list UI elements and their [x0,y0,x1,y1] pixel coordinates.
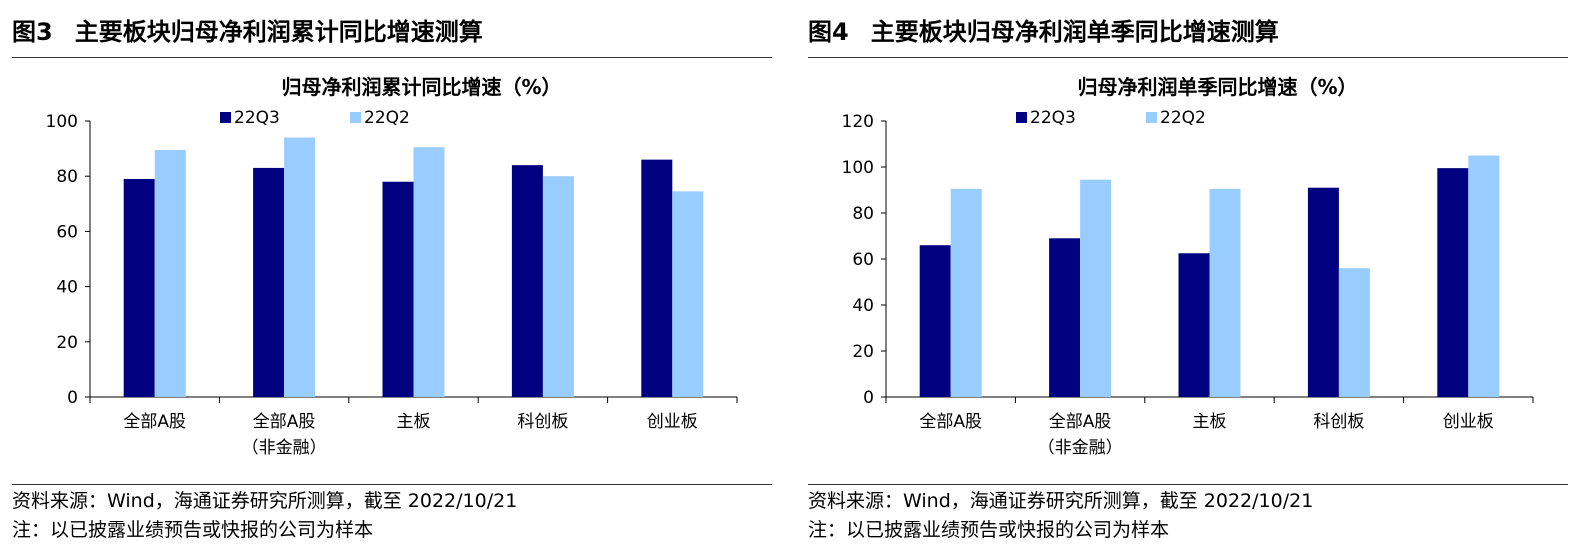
bar-22Q2-0 [154,149,186,397]
x-category-label: 科创板 [1313,412,1364,432]
x-category-label: 创业板 [647,412,698,432]
x-category-label: 全部A股 [253,412,316,432]
figure-title-text: 主要板块归母净利润累计同比增速测算 [74,18,483,46]
bar-22Q2-2 [1209,188,1241,397]
y-tick-label: 60 [56,222,78,242]
x-category-label: 主板 [1193,412,1227,432]
note-text: 注：以已披露业绩预告或快报的公司为样本 [808,519,1170,541]
legend-swatch-22Q3 [1016,112,1027,123]
bar-22Q3-1 [253,167,285,397]
y-tick-label: 80 [852,204,874,224]
legend-label-22Q2: 22Q2 [1160,108,1206,128]
x-category-label: （非金融） [1038,438,1123,458]
x-category-label: 科创板 [517,412,568,432]
top-rule [12,57,772,58]
x-category-label: 全部A股 [123,412,186,432]
legend-swatch-22Q2 [1146,112,1157,123]
y-tick-label: 120 [842,112,874,132]
figure-3-panel: 图3 主要板块归母净利润累计同比增速测算 归母净利润累计同比增速（%） 22Q3 22… [12,0,772,551]
x-category-label: 全部A股 [919,412,982,432]
bar-22Q2-3 [1338,268,1370,397]
bar-22Q2-0 [950,188,982,397]
legend-label-22Q3: 22Q3 [1030,108,1076,128]
bar-22Q2-4 [672,191,704,397]
y-tick-label: 0 [67,388,78,408]
y-tick-label: 20 [852,342,874,362]
legend-label-22Q3: 22Q3 [234,108,280,128]
bar-22Q3-4 [1437,168,1469,397]
x-category-label: 主板 [397,412,431,432]
figure-number: 图3 [12,18,53,46]
figure-title: 图3 主要板块归母净利润累计同比增速测算 [12,10,772,54]
y-tick-label: 60 [852,250,874,270]
bar-22Q2-1 [284,137,316,397]
y-tick-label: 100 [842,158,874,178]
chart-cumulative-growth: 归母净利润累计同比增速（%）22Q3 22Q2 0 20 40 60 80 100 全部A股 全部… [46,75,738,458]
bar-22Q3-2 [382,181,414,397]
chart-title: 归母净利润累计同比增速（%） [281,75,561,99]
bar-22Q2-4 [1468,155,1500,397]
y-tick-label: 40 [56,278,78,298]
y-tick-label: 80 [56,167,78,187]
bar-22Q3-0 [919,245,951,397]
bar-22Q3-1 [1049,238,1081,397]
y-tick-label: 20 [56,333,78,353]
bar-22Q3-4 [641,159,673,397]
bottom-rule [808,484,1568,485]
x-category-label: （非金融） [242,438,327,458]
bar-22Q2-2 [413,147,445,397]
y-tick-label: 40 [852,296,874,316]
legend-swatch-22Q3 [220,112,231,123]
chart-title: 归母净利润单季同比增速（%） [1077,75,1357,99]
legend-label-22Q2: 22Q2 [364,108,410,128]
legend-swatch-22Q2 [350,112,361,123]
chart-quarterly-growth: 归母净利润单季同比增速（%）22Q3 22Q2 0 20 40 60 80 100 120 全部A… [842,75,1534,458]
bar-22Q3-3 [1307,187,1339,397]
bar-22Q3-2 [1178,253,1210,397]
bottom-rule [12,484,772,485]
figure-title-text: 主要板块归母净利润单季同比增速测算 [870,18,1279,46]
bar-22Q2-1 [1080,179,1112,397]
bar-22Q2-3 [542,176,574,397]
x-category-label: 全部A股 [1049,412,1112,432]
source-text: 资料来源：Wind，海通证券研究所测算，截至 2022/10/21 [808,490,1314,512]
y-tick-label: 100 [46,112,78,132]
figure-title: 图4 主要板块归母净利润单季同比增速测算 [808,10,1568,54]
x-category-label: 创业板 [1443,412,1494,432]
y-tick-label: 0 [863,388,874,408]
bar-22Q3-0 [123,178,155,397]
top-rule [808,57,1568,58]
note-text: 注：以已披露业绩预告或快报的公司为样本 [12,519,374,541]
figure-number: 图4 [808,18,849,46]
bar-22Q3-3 [511,165,543,397]
source-text: 资料来源：Wind，海通证券研究所测算，截至 2022/10/21 [12,490,518,512]
figure-4-panel: 图4 主要板块归母净利润单季同比增速测算 归母净利润单季同比增速（%） 22Q3 22… [808,0,1568,551]
